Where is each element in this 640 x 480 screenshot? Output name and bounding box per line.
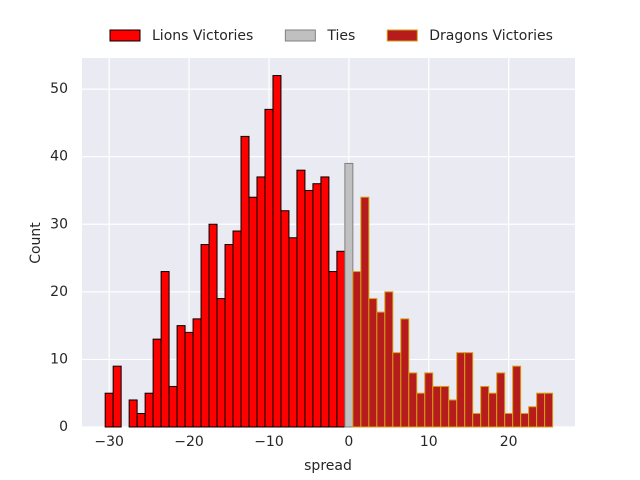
bar bbox=[392, 352, 402, 428]
legend-label: Lions Victories bbox=[152, 28, 253, 44]
bar bbox=[288, 237, 298, 428]
bar bbox=[536, 392, 546, 428]
bar bbox=[448, 399, 458, 428]
bar bbox=[256, 176, 266, 428]
bar bbox=[176, 325, 186, 428]
legend-swatch bbox=[109, 29, 141, 42]
bar bbox=[240, 135, 250, 428]
bar bbox=[424, 372, 434, 428]
bar bbox=[480, 385, 490, 428]
bar bbox=[184, 331, 194, 428]
x-tick-label: −10 bbox=[254, 434, 284, 450]
bar bbox=[232, 230, 242, 428]
bar bbox=[496, 372, 506, 428]
bar bbox=[192, 318, 202, 428]
bar bbox=[432, 385, 442, 428]
bar bbox=[304, 189, 314, 428]
x-axis-label: spread bbox=[304, 458, 352, 474]
bar bbox=[320, 176, 330, 428]
bar bbox=[544, 392, 554, 428]
legend-label: Dragons Victories bbox=[429, 28, 553, 44]
bar bbox=[520, 412, 530, 428]
bar bbox=[528, 406, 538, 428]
x-tick-label: −30 bbox=[94, 434, 124, 450]
bar bbox=[488, 392, 498, 428]
bar bbox=[112, 365, 122, 428]
bar bbox=[248, 196, 258, 428]
bar bbox=[312, 183, 322, 428]
bar bbox=[208, 223, 218, 428]
bar bbox=[160, 271, 170, 428]
bar bbox=[136, 412, 146, 428]
x-tick-label: 20 bbox=[500, 434, 518, 450]
bar bbox=[128, 399, 138, 428]
bar bbox=[344, 162, 354, 428]
bar bbox=[408, 372, 418, 428]
bar bbox=[416, 392, 426, 428]
bar bbox=[264, 108, 274, 428]
bar bbox=[352, 271, 362, 428]
bar bbox=[512, 365, 522, 428]
x-tick-label: −20 bbox=[174, 434, 204, 450]
bar bbox=[152, 338, 162, 428]
bar bbox=[368, 298, 378, 428]
bar bbox=[280, 210, 290, 428]
y-tick-label: 20 bbox=[50, 284, 68, 300]
y-tick-label: 50 bbox=[50, 81, 68, 97]
bar bbox=[200, 244, 210, 428]
bar bbox=[440, 385, 450, 428]
bar bbox=[104, 392, 114, 428]
x-tick-label: 0 bbox=[344, 434, 353, 450]
bar bbox=[144, 392, 154, 428]
bar bbox=[384, 291, 394, 428]
y-tick-label: 0 bbox=[59, 419, 68, 435]
y-tick-label: 30 bbox=[50, 216, 68, 232]
bar bbox=[504, 412, 514, 428]
y-tick-label: 40 bbox=[50, 149, 68, 165]
bar bbox=[272, 75, 282, 428]
bar bbox=[464, 352, 474, 428]
bar bbox=[328, 271, 338, 428]
bar bbox=[376, 311, 386, 428]
bar bbox=[472, 412, 482, 428]
bar bbox=[168, 385, 178, 428]
y-axis-label: Count bbox=[28, 222, 44, 264]
bar bbox=[336, 250, 346, 428]
bar bbox=[360, 196, 370, 428]
x-tick-label: 10 bbox=[420, 434, 438, 450]
bar bbox=[400, 318, 410, 428]
bar bbox=[456, 352, 466, 428]
bar bbox=[296, 169, 306, 428]
legend-swatch bbox=[284, 29, 316, 42]
y-tick-label: 10 bbox=[50, 351, 68, 367]
bar bbox=[216, 298, 226, 428]
legend-label: Ties bbox=[326, 28, 355, 44]
legend-swatch bbox=[386, 29, 418, 42]
bar bbox=[224, 244, 234, 428]
